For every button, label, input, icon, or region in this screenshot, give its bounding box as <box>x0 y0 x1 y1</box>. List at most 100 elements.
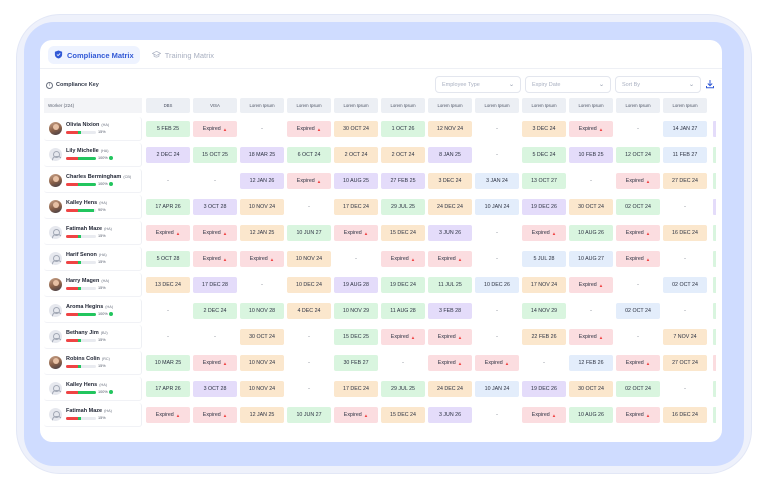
compliance-cell[interactable]: - <box>287 329 331 345</box>
compliance-cell[interactable]: - <box>663 199 707 215</box>
compliance-cell[interactable]: 10 AUG 26 <box>569 407 613 423</box>
compliance-cell[interactable]: 12 JAN 25 <box>240 407 284 423</box>
compliance-cell[interactable]: 15 OCT 25 <box>193 147 237 163</box>
compliance-cell[interactable]: - <box>569 173 613 189</box>
compliance-cell[interactable]: 14 JAN 27 <box>663 121 707 137</box>
compliance-cell[interactable]: 10 JAN 24 <box>475 381 519 397</box>
compliance-cell[interactable]: 17 APR 26 <box>146 381 190 397</box>
worker-row-header[interactable]: Fatimah Maze (HA) 15% <box>44 221 142 245</box>
compliance-cell[interactable]: 5 JUL 28 <box>522 251 566 267</box>
compliance-cell[interactable]: - <box>663 381 707 397</box>
compliance-cell[interactable]: 3 JUN 26 <box>428 407 472 423</box>
compliance-cell[interactable]: 10 NOV 28 <box>240 303 284 319</box>
compliance-cell[interactable]: 29 JUL 25 <box>381 381 425 397</box>
worker-row-header[interactable]: Kalley Hens (HA) 100% <box>44 377 142 401</box>
compliance-cell[interactable]: - <box>287 199 331 215</box>
compliance-cell[interactable]: 27 DEC 24 <box>663 173 707 189</box>
compliance-cell[interactable]: Expired ▲ <box>146 407 190 423</box>
compliance-cell[interactable]: - <box>475 407 519 423</box>
compliance-cell[interactable]: 11 FEB 27 <box>663 147 707 163</box>
compliance-cell[interactable]: 3 DEC 24 <box>428 173 472 189</box>
compliance-cell[interactable]: 16 DEC 24 <box>663 407 707 423</box>
compliance-key-button[interactable]: i Compliance Key <box>46 78 99 92</box>
compliance-cell[interactable]: 10 NOV 24 <box>240 199 284 215</box>
compliance-cell[interactable]: Expired ▲ <box>475 355 519 371</box>
compliance-cell[interactable]: - <box>287 381 331 397</box>
compliance-cell[interactable]: 15 DEC 25 <box>334 329 378 345</box>
compliance-cell[interactable]: Expired ▲ <box>287 121 331 137</box>
sort-by-dropdown[interactable]: Sort By ⌄ <box>615 76 701 93</box>
compliance-cell[interactable]: 10 FEB 25 <box>569 147 613 163</box>
compliance-cell[interactable]: - <box>334 251 378 267</box>
compliance-cell[interactable]: 10 AUG 26 <box>569 225 613 241</box>
compliance-cell[interactable]: - <box>146 329 190 345</box>
compliance-cell[interactable]: Expired ▲ <box>334 407 378 423</box>
compliance-cell[interactable]: - <box>663 251 707 267</box>
compliance-cell[interactable]: 5 OCT 28 <box>146 251 190 267</box>
compliance-cell[interactable]: Expired ▲ <box>569 121 613 137</box>
compliance-cell[interactable]: - <box>146 303 190 319</box>
compliance-cell[interactable]: Expired ▲ <box>428 355 472 371</box>
compliance-cell[interactable]: 3 OCT 28 <box>193 199 237 215</box>
compliance-cell[interactable]: 10 AUG 25 <box>334 173 378 189</box>
compliance-cell[interactable]: Expired ▲ <box>616 251 660 267</box>
compliance-cell[interactable]: 5 FEB 25 <box>146 121 190 137</box>
compliance-cell[interactable]: 19 DEC 26 <box>522 381 566 397</box>
compliance-cell[interactable]: 27 FEB 25 <box>381 173 425 189</box>
compliance-cell[interactable]: 27 OCT 24 <box>663 355 707 371</box>
compliance-cell[interactable]: 24 DEC 24 <box>428 381 472 397</box>
compliance-cell[interactable]: 13 DEC 24 <box>146 277 190 293</box>
compliance-cell[interactable]: 10 JAN 24 <box>475 199 519 215</box>
worker-row-header[interactable]: Harif Senon (HA) 15% <box>44 247 142 271</box>
compliance-cell[interactable]: 19 DEC 26 <box>522 199 566 215</box>
compliance-cell[interactable]: 10 DEC 26 <box>475 277 519 293</box>
expiry-date-dropdown[interactable]: Expiry Date ⌄ <box>525 76 611 93</box>
compliance-cell[interactable]: 1 OCT 26 <box>381 121 425 137</box>
compliance-cell[interactable]: - <box>193 173 237 189</box>
compliance-cell[interactable]: 3 FEB 28 <box>428 303 472 319</box>
compliance-cell[interactable]: Expired ▲ <box>569 329 613 345</box>
compliance-cell[interactable]: 7 NOV 24 <box>663 329 707 345</box>
compliance-cell[interactable]: Expired ▲ <box>146 225 190 241</box>
compliance-cell[interactable]: 2 OCT 24 <box>334 147 378 163</box>
compliance-cell[interactable]: 10 AUG 27 <box>569 251 613 267</box>
compliance-cell[interactable]: - <box>240 277 284 293</box>
tab-training-matrix[interactable]: Training Matrix <box>146 46 220 64</box>
compliance-cell[interactable]: 2 DEC 24 <box>193 303 237 319</box>
compliance-cell[interactable]: - <box>240 121 284 137</box>
compliance-cell[interactable]: 30 OCT 24 <box>334 121 378 137</box>
compliance-cell[interactable]: 18 MAR 25 <box>240 147 284 163</box>
compliance-cell[interactable]: 02 OCT 24 <box>616 303 660 319</box>
compliance-cell[interactable]: 10 MAR 25 <box>146 355 190 371</box>
worker-row-header[interactable]: Bethany Jim (BJ) 15% <box>44 325 142 349</box>
worker-row-header[interactable]: Charles Bermingham (CB) 100% <box>44 169 142 193</box>
compliance-cell[interactable]: 02 OCT 24 <box>663 277 707 293</box>
compliance-cell[interactable]: 15 DEC 24 <box>381 407 425 423</box>
compliance-cell[interactable]: 10 JUN 27 <box>287 225 331 241</box>
compliance-cell[interactable]: 10 DEC 24 <box>287 277 331 293</box>
compliance-cell[interactable]: Expired ▲ <box>428 251 472 267</box>
compliance-cell[interactable]: 3 OCT 28 <box>193 381 237 397</box>
compliance-cell[interactable]: 19 DEC 24 <box>381 277 425 293</box>
compliance-cell[interactable]: Expired ▲ <box>334 225 378 241</box>
compliance-cell[interactable]: 17 DEC 24 <box>334 199 378 215</box>
compliance-cell[interactable]: 12 FEB 26 <box>569 355 613 371</box>
compliance-cell[interactable]: 22 FEB 26 <box>522 329 566 345</box>
compliance-cell[interactable]: - <box>475 225 519 241</box>
compliance-cell[interactable]: 6 OCT 24 <box>287 147 331 163</box>
compliance-cell[interactable]: Expired ▲ <box>522 407 566 423</box>
compliance-cell[interactable]: Expired ▲ <box>193 407 237 423</box>
compliance-cell[interactable]: 15 DEC 24 <box>381 225 425 241</box>
compliance-cell[interactable]: - <box>381 355 425 371</box>
compliance-cell[interactable]: 4 DEC 24 <box>287 303 331 319</box>
compliance-cell[interactable]: - <box>475 303 519 319</box>
compliance-cell[interactable]: 30 OCT 24 <box>569 199 613 215</box>
compliance-cell[interactable]: 02 OCT 24 <box>616 199 660 215</box>
compliance-cell[interactable]: Expired ▲ <box>522 225 566 241</box>
compliance-cell[interactable]: Expired ▲ <box>193 225 237 241</box>
compliance-cell[interactable]: 10 NOV 29 <box>334 303 378 319</box>
compliance-cell[interactable]: - <box>146 173 190 189</box>
compliance-cell[interactable]: 11 JUL 25 <box>428 277 472 293</box>
compliance-cell[interactable]: Expired ▲ <box>381 329 425 345</box>
compliance-cell[interactable]: 10 JUN 27 <box>287 407 331 423</box>
